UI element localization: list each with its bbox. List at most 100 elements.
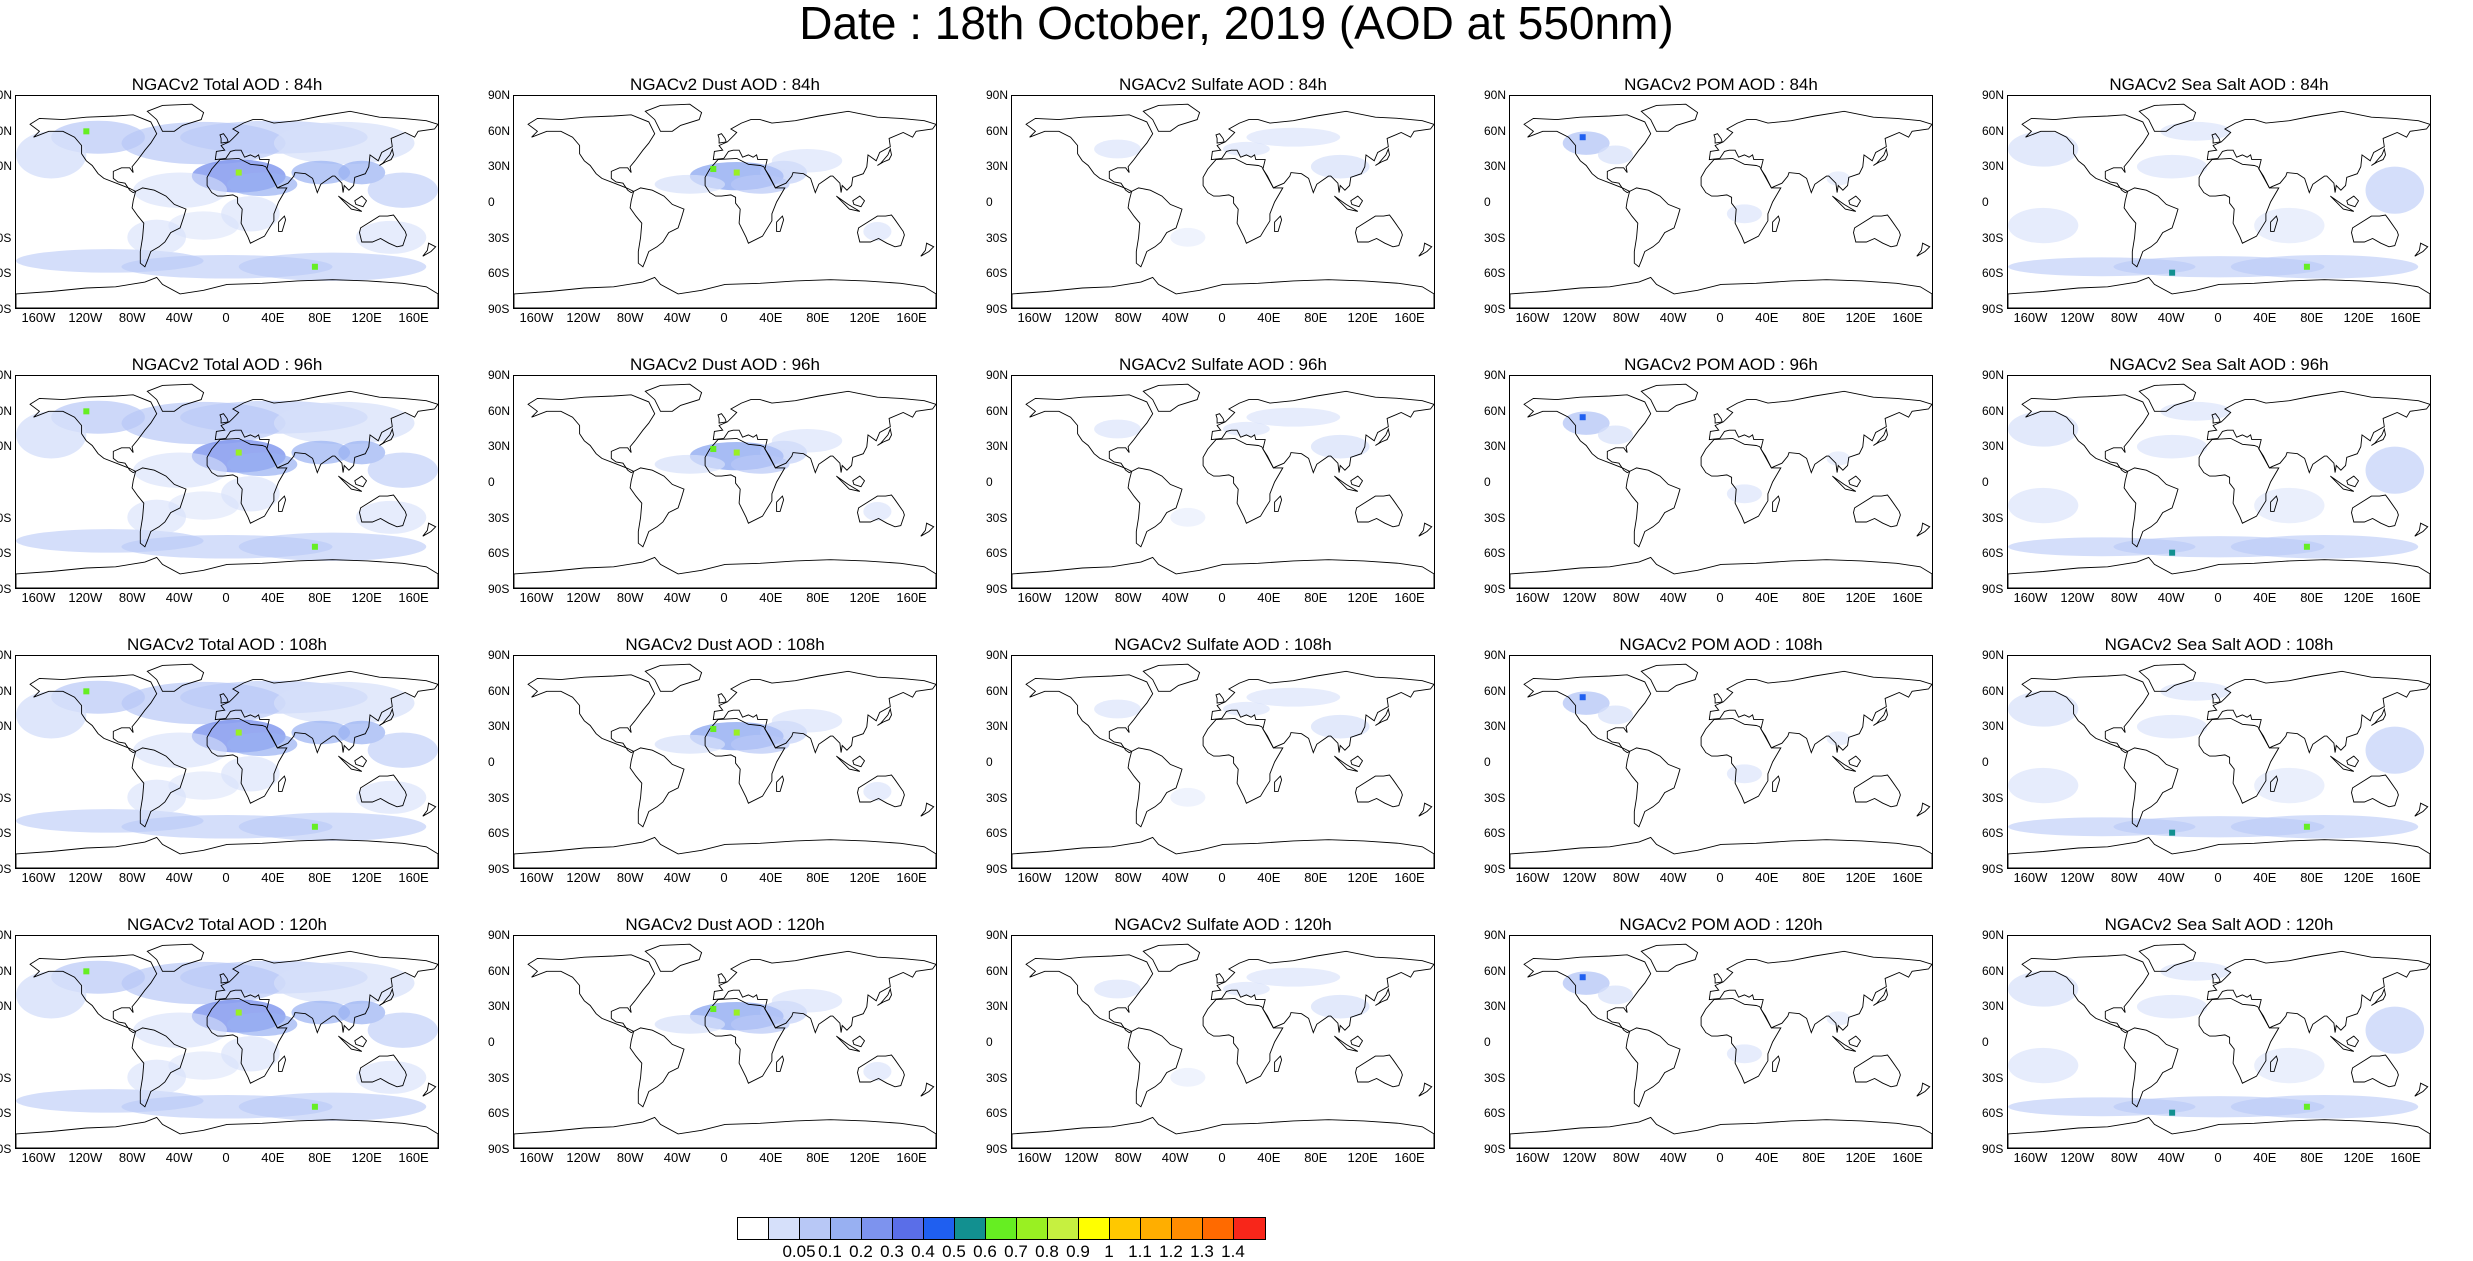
lon-tick-label: 120W — [2060, 1150, 2095, 1165]
coastline-borneo — [1350, 195, 1364, 208]
aod-plume — [2160, 961, 2231, 981]
aod-plume — [16, 131, 87, 179]
lat-tick-label: 90S — [1982, 302, 2004, 316]
coastline-japan — [1375, 427, 1390, 446]
coastline-madagascar — [1772, 495, 1781, 512]
lat-tick-label: 60N — [488, 123, 511, 138]
lon-tick-label: 160E — [1892, 1150, 1923, 1165]
lon-tick-label: 80E — [308, 590, 332, 605]
coastline-uk — [1215, 413, 1225, 424]
lat-tick-label: 30N — [1484, 719, 1507, 734]
lon-tick-label: 120E — [351, 310, 382, 325]
coastline-newzealand — [920, 1082, 935, 1097]
coastline-antarctica — [1012, 276, 1434, 308]
coastline-madagascar — [2270, 215, 2279, 232]
lon-tick-label: 120E — [351, 870, 382, 885]
coastline-antarctica — [514, 276, 936, 308]
lat-tick-label: 60S — [1982, 546, 2004, 561]
colorbar-swatch — [831, 1218, 862, 1239]
coastline-africa — [206, 717, 288, 804]
map-panel: NGACv2 Total AOD : 84h 90N 60N 30N 0 30S 60S 90… — [0, 75, 439, 324]
lon-tick-label: 160E — [1892, 870, 1923, 885]
coastline-antarctica — [514, 836, 936, 868]
lon-tick-label: 40E — [759, 310, 783, 325]
aod-plume — [2008, 971, 2079, 1007]
coastline-japan — [2371, 987, 2386, 1006]
aod-plume — [238, 252, 427, 281]
coastline-namerica — [29, 954, 158, 1034]
coastline-borneo — [852, 195, 866, 208]
lat-tick-label: 60S — [0, 1106, 12, 1121]
world-map — [1509, 375, 1933, 589]
figure-title: Date : 18th October, 2019 (AOD at 550nm) — [799, 0, 1674, 49]
coastline-australia — [857, 494, 905, 528]
lat-tick-label: 60N — [1982, 403, 2005, 418]
aod-plume — [291, 160, 351, 185]
aod-plume — [1597, 705, 1634, 725]
lat-tick-label: 90S — [488, 302, 510, 316]
coastline-eurasia — [2206, 390, 2430, 474]
coastline-namerica — [2021, 114, 2150, 194]
lon-tick-label: 40E — [1257, 590, 1281, 605]
aod-hotspot — [83, 128, 90, 135]
map-panel: NGACv2 Sea Salt AOD : 84h 90N 60N 30N 0 30S 60… — [1982, 75, 2431, 324]
lon-tick-label: 0 — [222, 870, 230, 885]
colorbar-label: 0.2 — [849, 1242, 873, 1261]
panel-title: NGACv2 Total AOD : 84h — [131, 75, 323, 94]
aod-plume — [133, 452, 227, 488]
colorbar-label: 0.5 — [942, 1242, 966, 1261]
lat-tick-label: 60N — [488, 403, 511, 418]
aod-plume — [1170, 787, 1206, 807]
lat-tick-label: 90N — [986, 88, 1009, 102]
lat-tick-label: 30N — [488, 999, 511, 1014]
lon-tick-label: 80E — [1802, 870, 1826, 885]
lat-tick-label: 90N — [488, 368, 511, 382]
colorbar-label: 0.1 — [818, 1242, 842, 1261]
lon-tick-label: 0 — [222, 590, 230, 605]
colorbar-label: 0.3 — [880, 1242, 904, 1261]
lat-tick-label: 30S — [0, 230, 12, 245]
aod-plume — [2008, 131, 2079, 167]
lon-tick-label: 120E — [2343, 1150, 2374, 1165]
lat-tick-label: 90S — [1982, 862, 2004, 876]
coastline-africa — [1202, 157, 1284, 244]
coastline-africa — [206, 437, 288, 524]
lon-tick-label: 160E — [896, 870, 927, 885]
colorbar-label: 1.3 — [1190, 1242, 1214, 1261]
coastline-uk — [219, 973, 229, 984]
coastline-borneo — [1848, 1035, 1862, 1048]
aod-plume — [2160, 401, 2231, 421]
aod-hotspot — [311, 263, 318, 270]
lat-tick-label: 30N — [986, 719, 1009, 734]
lon-tick-label: 40W — [1659, 310, 1687, 325]
lat-tick-label: 30S — [986, 510, 1008, 525]
lat-tick-label: 0 — [1982, 755, 1989, 769]
world-map — [513, 375, 937, 589]
lon-tick-label: 160E — [2390, 1150, 2421, 1165]
lon-tick-label: 80E — [2300, 310, 2324, 325]
lon-tick-label: 120W — [1064, 590, 1099, 605]
lat-tick-label: 60S — [488, 1106, 510, 1121]
coastline-greenland — [1640, 383, 1699, 412]
coastline-australia — [857, 774, 905, 808]
lat-tick-label: 0 — [986, 195, 993, 209]
coastline-samerica — [629, 747, 685, 828]
aod-plume — [1170, 507, 1206, 527]
lon-tick-label: 0 — [2214, 870, 2222, 885]
colorbar-swatch — [1110, 1218, 1141, 1239]
lat-tick-label: 30S — [1982, 1070, 2004, 1085]
lat-tick-label: 30S — [488, 1070, 510, 1085]
aod-hotspot — [2169, 1109, 2176, 1116]
lon-tick-label: 40E — [2253, 310, 2277, 325]
colorbar-swatch — [1234, 1218, 1265, 1239]
lat-tick-label: 90N — [1982, 368, 2005, 382]
lat-tick-label: 60N — [0, 123, 13, 138]
coastline-australia — [1355, 214, 1403, 248]
panel-title: NGACv2 Sulfate AOD : 120h — [1114, 915, 1332, 934]
lon-tick-label: 80E — [308, 870, 332, 885]
coastline-australia — [2351, 494, 2399, 528]
aod-plume — [1310, 994, 1370, 1019]
lon-tick-label: 80E — [806, 1150, 830, 1165]
coastline-eurasia — [712, 670, 936, 754]
lon-tick-label: 40W — [663, 310, 691, 325]
